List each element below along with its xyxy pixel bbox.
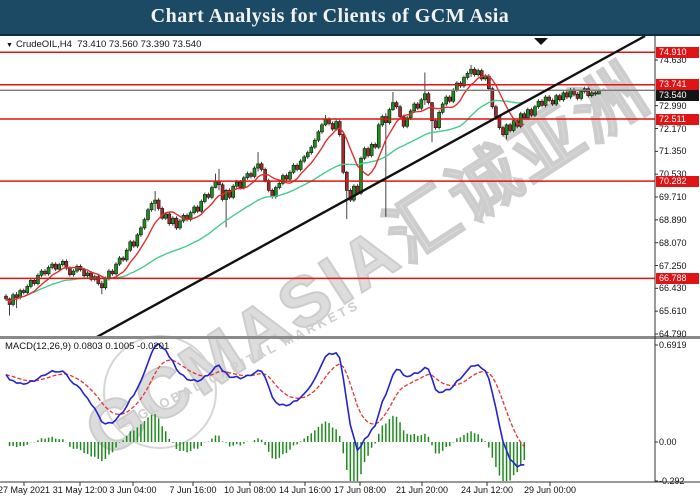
symbol-ohlc: 73.410 73.560 73.390 73.540 xyxy=(77,39,202,50)
price-tick-label: 70.530 xyxy=(659,169,687,180)
time-tick-label: 31 May 12:00 xyxy=(52,485,108,495)
price-tick-label: 64.790 xyxy=(659,329,687,339)
trendline xyxy=(94,34,646,340)
level-price-tag: 74.910 xyxy=(656,46,699,58)
price-tick-label: 68.070 xyxy=(659,237,687,248)
price-tick-label: 71.350 xyxy=(659,146,687,157)
level-price-tag: 72.511 xyxy=(656,113,699,125)
time-tick-label: 29 Jun 00:00 xyxy=(523,485,577,495)
axes-layer xyxy=(0,36,700,486)
page-title: Chart Analysis for Clients of GCM Asia xyxy=(150,5,510,27)
price-tick-label: 72.170 xyxy=(659,123,687,134)
current-price-tag: 73.540 xyxy=(656,90,699,102)
levels-layer xyxy=(0,34,655,340)
price-tick-label: 65.610 xyxy=(659,306,687,317)
price-tick-label: 0.00 xyxy=(659,437,677,447)
time-tick-label: 14 Jun 16:00 xyxy=(278,485,332,495)
level-price-tag: 66.788 xyxy=(656,272,699,284)
symbol-name: CrudeOIL,H4 xyxy=(15,39,72,50)
price-tick-label: 67.250 xyxy=(659,260,687,271)
symbol-info-label: ▼ CrudeOIL,H4 73.410 73.560 73.390 73.540 xyxy=(6,39,201,50)
price-tick-label: 66.430 xyxy=(659,283,687,294)
ma-fast-line xyxy=(5,75,525,303)
symbol-dropdown-icon[interactable]: ▼ xyxy=(6,42,13,49)
macd-signal-line xyxy=(5,359,525,448)
price-tick-label: 68.890 xyxy=(659,214,687,225)
time-tick-label: 3 Jun 04:00 xyxy=(109,485,157,495)
price-tick-label: 0.6919 xyxy=(659,339,687,350)
time-tick-label: 21 Jun 20:00 xyxy=(395,485,449,495)
level-price-tag: 70.282 xyxy=(656,175,699,187)
time-tick-label: 24 Jun 12:00 xyxy=(460,485,514,495)
price-tick-label: -0.292 xyxy=(659,476,685,486)
macd-layer xyxy=(5,343,526,481)
time-tick-label: 10 Jun 08:00 xyxy=(223,485,277,495)
title-bar: Chart Analysis for Clients of GCM Asia xyxy=(0,0,700,36)
candles-layer xyxy=(4,65,601,316)
price-tick-label: 72.990 xyxy=(659,100,687,111)
watermark-logo-circle xyxy=(103,335,217,449)
price-tick-label: 69.710 xyxy=(659,192,687,202)
macd-main-line xyxy=(5,343,525,468)
time-tick-label: 7 Jun 16:00 xyxy=(169,485,217,495)
down-arrow-marker xyxy=(534,38,548,45)
time-tick-label: 17 Jun 08:00 xyxy=(333,485,387,495)
price-tick-label: 74.630 xyxy=(659,55,687,65)
level-price-tag: 73.741 xyxy=(656,79,699,91)
macd-info-label: MACD(12,26,9) 0.0803 0.1005 -0.0201 xyxy=(5,341,170,352)
time-tick-label: 27 May 2021 xyxy=(0,485,51,495)
panel-separator xyxy=(0,336,700,339)
